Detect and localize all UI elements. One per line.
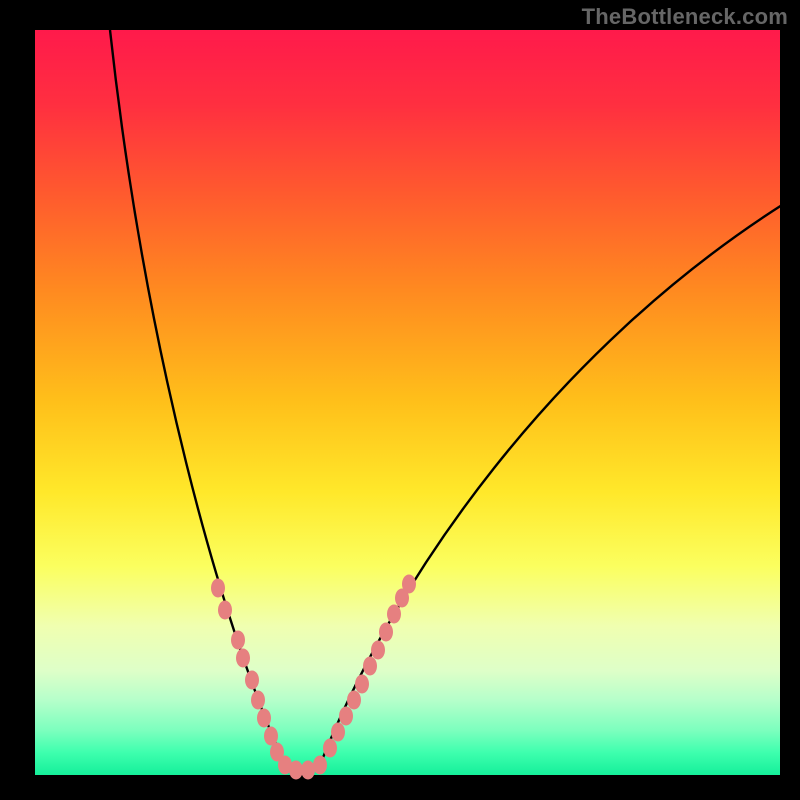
marker-point (402, 575, 416, 594)
marker-point (218, 601, 232, 620)
marker-point (379, 623, 393, 642)
marker-point (257, 709, 271, 728)
chart-svg (0, 0, 800, 800)
marker-point (301, 761, 315, 780)
marker-point (323, 739, 337, 758)
marker-point (231, 631, 245, 650)
marker-point (371, 641, 385, 660)
marker-point (245, 671, 259, 690)
plot-background (35, 30, 780, 775)
marker-point (331, 723, 345, 742)
marker-point (289, 761, 303, 780)
marker-point (363, 657, 377, 676)
chart-frame: TheBottleneck.com (0, 0, 800, 800)
watermark-text: TheBottleneck.com (582, 4, 788, 30)
marker-point (387, 605, 401, 624)
marker-point (236, 649, 250, 668)
marker-point (251, 691, 265, 710)
marker-point (211, 579, 225, 598)
marker-point (347, 691, 361, 710)
marker-point (313, 756, 327, 775)
marker-point (355, 675, 369, 694)
marker-point (339, 707, 353, 726)
